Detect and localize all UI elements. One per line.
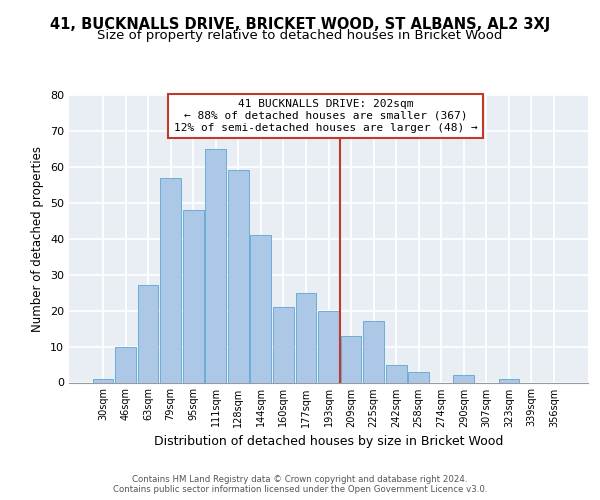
Bar (341, 336, 361, 382)
Bar (92, 379, 113, 382)
Bar (499, 379, 520, 382)
Bar (160, 178, 181, 382)
Bar (386, 364, 407, 382)
Bar (318, 310, 339, 382)
Text: Contains HM Land Registry data © Crown copyright and database right 2024.
Contai: Contains HM Land Registry data © Crown c… (113, 474, 487, 494)
Bar (250, 235, 271, 382)
Y-axis label: Number of detached properties: Number of detached properties (31, 146, 44, 332)
Bar (183, 210, 203, 382)
Bar (137, 286, 158, 382)
Bar (454, 376, 474, 382)
X-axis label: Distribution of detached houses by size in Bricket Wood: Distribution of detached houses by size … (154, 435, 503, 448)
Text: 41, BUCKNALLS DRIVE, BRICKET WOOD, ST ALBANS, AL2 3XJ: 41, BUCKNALLS DRIVE, BRICKET WOOD, ST AL… (50, 18, 550, 32)
Bar (363, 322, 384, 382)
Text: 41 BUCKNALLS DRIVE: 202sqm
← 88% of detached houses are smaller (367)
12% of sem: 41 BUCKNALLS DRIVE: 202sqm ← 88% of deta… (174, 100, 478, 132)
Bar (115, 346, 136, 382)
Bar (228, 170, 248, 382)
Bar (273, 307, 294, 382)
Bar (409, 372, 429, 382)
Bar (296, 292, 316, 382)
Text: Size of property relative to detached houses in Bricket Wood: Size of property relative to detached ho… (97, 29, 503, 42)
Bar (205, 149, 226, 382)
